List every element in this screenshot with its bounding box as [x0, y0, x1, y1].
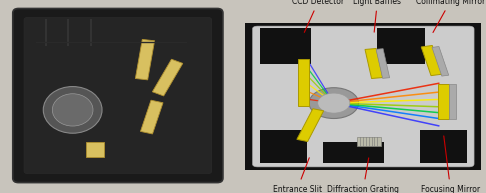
- Polygon shape: [297, 109, 324, 141]
- Circle shape: [52, 94, 93, 126]
- Polygon shape: [421, 46, 442, 76]
- Polygon shape: [365, 48, 383, 79]
- Circle shape: [43, 86, 102, 133]
- FancyBboxPatch shape: [24, 17, 211, 174]
- Text: Diffraction Grating: Diffraction Grating: [327, 158, 399, 193]
- Polygon shape: [297, 59, 309, 106]
- Polygon shape: [153, 59, 183, 96]
- Bar: [260, 130, 307, 163]
- Polygon shape: [376, 49, 390, 78]
- Bar: [420, 130, 467, 163]
- Polygon shape: [86, 142, 104, 157]
- Polygon shape: [432, 47, 449, 76]
- FancyBboxPatch shape: [236, 17, 486, 176]
- Circle shape: [309, 88, 359, 119]
- Polygon shape: [438, 84, 449, 119]
- Polygon shape: [357, 137, 381, 146]
- Polygon shape: [449, 84, 456, 119]
- Bar: [260, 28, 312, 64]
- Text: Focusing Mirror: Focusing Mirror: [421, 136, 480, 193]
- Bar: [323, 142, 384, 163]
- Bar: [378, 28, 425, 64]
- FancyBboxPatch shape: [253, 26, 474, 167]
- Polygon shape: [140, 100, 163, 134]
- Circle shape: [318, 93, 350, 113]
- Text: Collimating Mirror: Collimating Mirror: [416, 0, 485, 32]
- Polygon shape: [136, 39, 155, 80]
- Text: CCD Detector: CCD Detector: [293, 0, 345, 32]
- FancyBboxPatch shape: [13, 8, 223, 183]
- Text: Entrance Slit: Entrance Slit: [273, 158, 322, 193]
- Text: Light Baffles: Light Baffles: [353, 0, 401, 32]
